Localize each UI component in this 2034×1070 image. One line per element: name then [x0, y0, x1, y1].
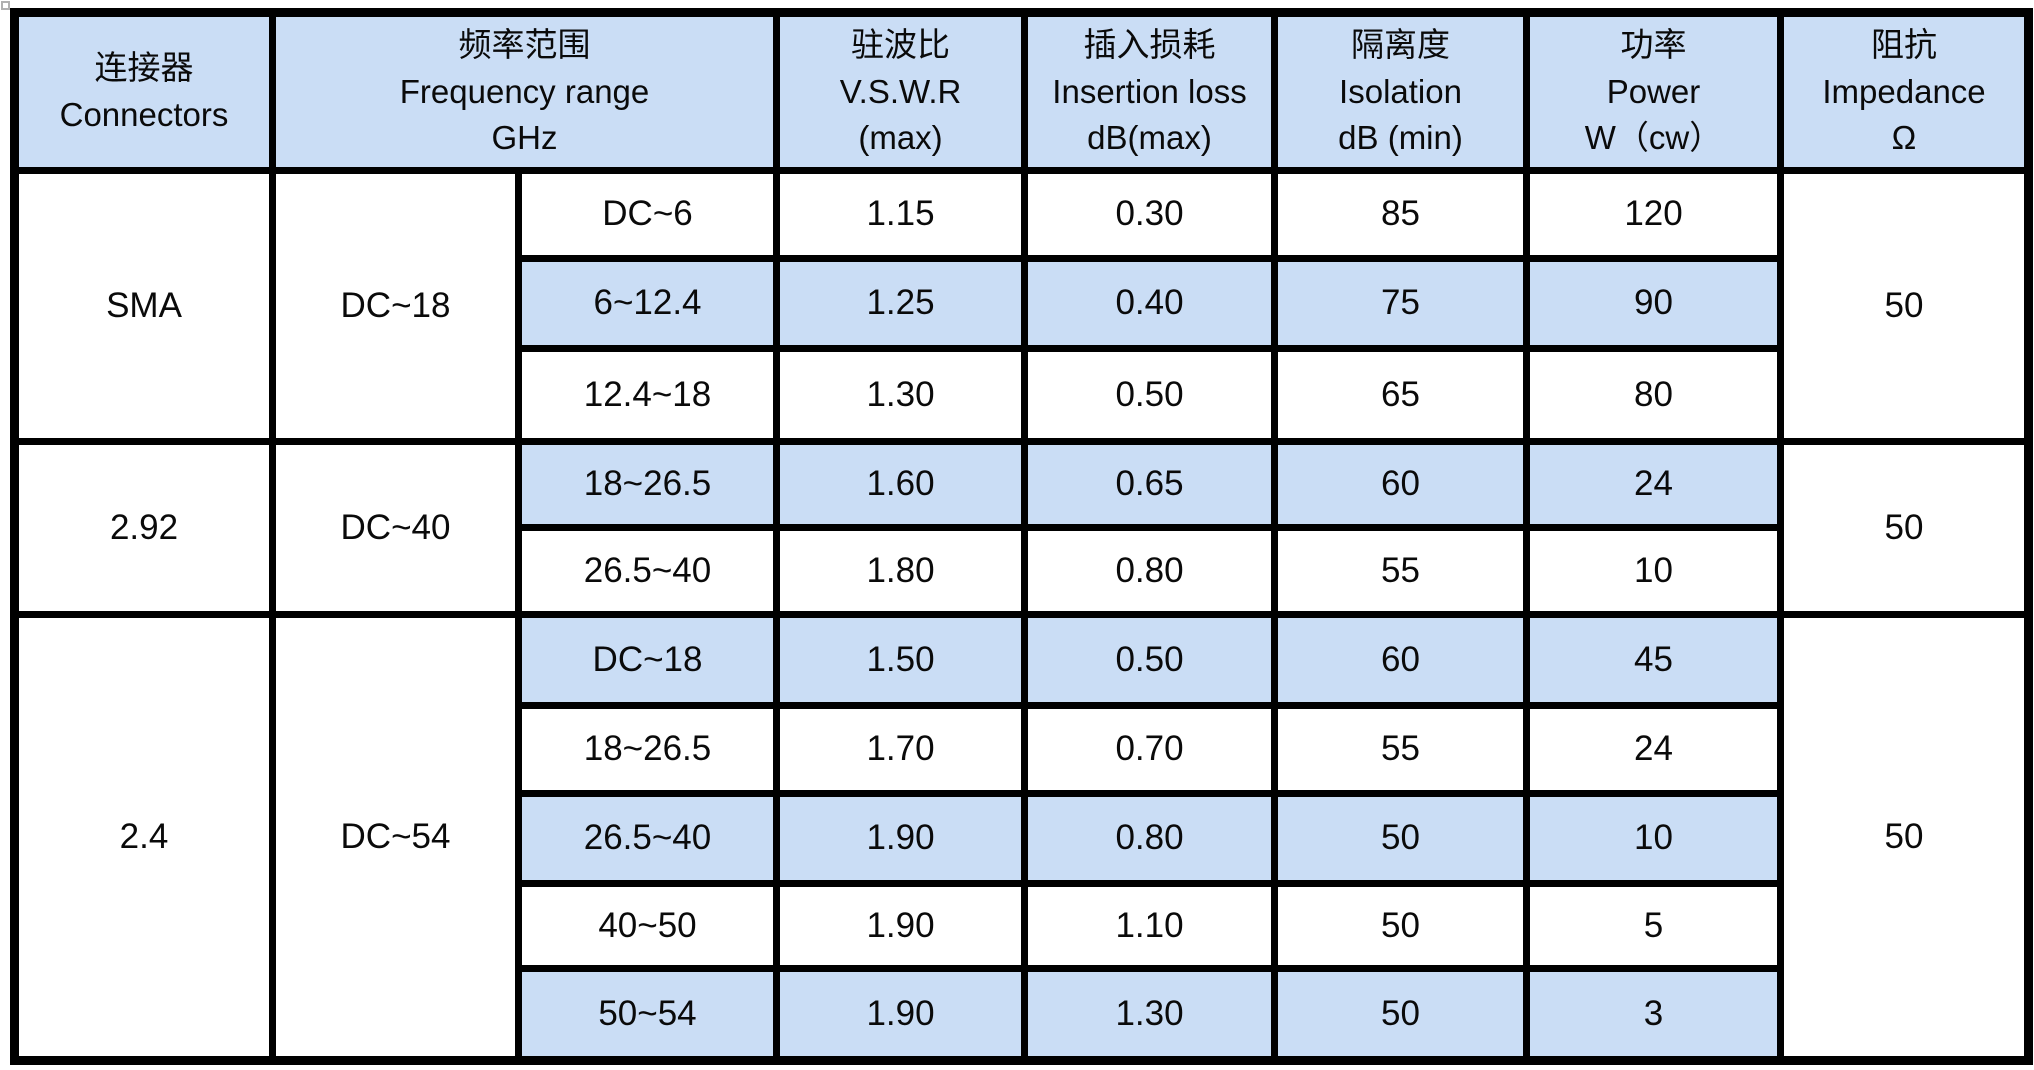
band-cell: 18~26.5 [514, 702, 781, 797]
band-cell: 26.5~40 [514, 524, 781, 618]
connector-spec-table: 连接器 Connectors 频率范围 Frequency range GHz … [10, 8, 2034, 1065]
band-cell: DC~18 [514, 611, 781, 709]
vswr-cell: 1.30 [773, 345, 1029, 445]
power-cell: 3 [1523, 965, 1785, 1064]
table-row: 6~12.4 1.25 0.40 75 90 [15, 255, 2029, 352]
power-cell: 24 [1523, 702, 1785, 797]
power-cell: 45 [1523, 611, 1785, 709]
header-vswr: 驻波比 V.S.W.R (max) [773, 9, 1029, 174]
insertion-loss-cell: 0.50 [1021, 345, 1279, 445]
insertion-loss-cell: 0.40 [1021, 255, 1279, 352]
vswr-cell: 1.60 [773, 438, 1029, 531]
insertion-loss-cell: 1.30 [1021, 965, 1279, 1064]
table-row: 2.4 DC~54 DC~18 1.50 0.50 60 45 50 [11, 611, 2033, 1064]
table-row: 26.5~40 1.90 0.80 50 10 [15, 790, 2029, 887]
vswr-cell: 1.90 [773, 880, 1029, 972]
header-row: 连接器 Connectors 频率范围 Frequency range GHz … [11, 9, 2033, 174]
table-row: SMA DC~18 DC~6 1.15 0.30 85 120 50 [11, 167, 2033, 445]
isolation-cell: 60 [1271, 611, 1531, 709]
vswr-cell: 1.50 [773, 611, 1029, 709]
isolation-cell: 55 [1271, 524, 1531, 618]
connector-name-cell: 2.92 [11, 438, 276, 618]
band-cell: 26.5~40 [514, 790, 781, 887]
power-cell: 90 [1523, 255, 1785, 352]
isolation-cell: 55 [1271, 702, 1531, 797]
power-cell: 5 [1523, 880, 1785, 972]
impedance-cell: 50 [1777, 611, 2033, 1064]
insertion-loss-cell: 0.30 [1021, 167, 1279, 262]
group-range-cell: DC~18 [269, 167, 522, 445]
vswr-cell: 1.70 [773, 702, 1029, 797]
table-row: 40~50 1.90 1.10 50 5 [15, 880, 2029, 972]
isolation-cell: 50 [1271, 790, 1531, 887]
isolation-cell: 75 [1271, 255, 1531, 352]
group-range-cell: DC~40 [269, 438, 522, 618]
band-cell: DC~6 [514, 167, 781, 262]
insertion-loss-cell: 1.10 [1021, 880, 1279, 972]
table-row: 2.92 DC~40 18~26.5 1.60 0.65 60 24 50 [11, 438, 2033, 618]
vswr-cell: 1.25 [773, 255, 1029, 352]
header-frequency-range: 频率范围 Frequency range GHz [268, 9, 781, 174]
isolation-cell: 50 [1271, 965, 1531, 1064]
band-cell: 50~54 [514, 965, 781, 1064]
insertion-loss-cell: 0.50 [1021, 611, 1279, 709]
header-impedance: 阻抗 Impedance Ω [1777, 9, 2033, 174]
isolation-cell: 65 [1271, 345, 1531, 445]
connector-name-cell: SMA [11, 167, 276, 445]
spec-table-container: 连接器 Connectors 频率范围 Frequency range GHz … [10, 8, 2034, 1065]
power-cell: 10 [1523, 524, 1785, 618]
table-row: 12.4~18 1.30 0.50 65 80 [15, 345, 2029, 445]
insertion-loss-cell: 0.70 [1021, 702, 1279, 797]
header-insertion-loss: 插入损耗 Insertion loss dB(max) [1021, 9, 1279, 174]
power-cell: 10 [1523, 790, 1785, 887]
vswr-cell: 1.80 [773, 524, 1029, 618]
band-cell: 18~26.5 [514, 438, 781, 531]
header-connectors: 连接器 Connectors [11, 9, 276, 174]
isolation-cell: 60 [1271, 438, 1531, 531]
power-cell: 120 [1523, 167, 1785, 262]
insertion-loss-cell: 0.80 [1021, 790, 1279, 887]
band-cell: 12.4~18 [514, 345, 781, 445]
isolation-cell: 85 [1271, 167, 1531, 262]
header-power: 功率 Power W（cw） [1523, 9, 1785, 174]
power-cell: 80 [1523, 345, 1785, 445]
group-range-cell: DC~54 [269, 611, 522, 1064]
table-corner-handle [1, 1, 10, 10]
insertion-loss-cell: 0.80 [1021, 524, 1279, 618]
table-row: 26.5~40 1.80 0.80 55 10 [15, 524, 2029, 618]
table-row: 50~54 1.90 1.30 50 3 [15, 965, 2029, 1064]
band-cell: 6~12.4 [514, 255, 781, 352]
impedance-cell: 50 [1777, 167, 2033, 445]
isolation-cell: 50 [1271, 880, 1531, 972]
insertion-loss-cell: 0.65 [1021, 438, 1279, 531]
band-cell: 40~50 [514, 880, 781, 972]
connector-name-cell: 2.4 [11, 611, 276, 1064]
impedance-cell: 50 [1777, 438, 2033, 618]
vswr-cell: 1.90 [773, 790, 1029, 887]
table-row: 18~26.5 1.70 0.70 55 24 [15, 702, 2029, 797]
power-cell: 24 [1523, 438, 1785, 531]
header-isolation: 隔离度 Isolation dB (min) [1271, 9, 1531, 174]
vswr-cell: 1.15 [773, 167, 1029, 262]
vswr-cell: 1.90 [773, 965, 1029, 1064]
